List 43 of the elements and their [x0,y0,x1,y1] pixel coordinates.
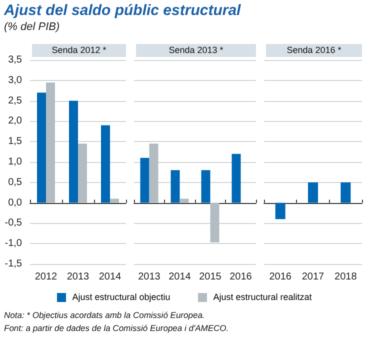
chart-title: Ajust del saldo públic estructural [4,2,241,19]
x-tick-label: 2013 [138,272,161,282]
y-tick-label: 3,5 [8,54,22,66]
bar [69,100,78,203]
y-tick-label: 0,5 [8,176,22,188]
x-tick-label: 2014 [168,272,192,282]
bar [232,154,241,203]
y-tick-label: 0,0 [8,197,22,208]
legend-label: Ajust estructural objectiu [72,292,170,302]
y-tick-label: -0,5 [4,218,22,229]
x-tick-label: 2014 [98,272,122,282]
bar [78,144,87,203]
x-tick-label: 2015 [199,272,222,282]
x-tick-label: 2013 [66,272,90,282]
text: Font: a partir de dades de la Comissió Europea i d'AMECO. [4,323,229,333]
text: Nota: * Objectius acordats amb la Comissió Europea. [4,310,205,320]
x-tick-label: 2016 [269,272,292,282]
y-tick-label: -1,5 [4,258,22,270]
bar [149,144,158,203]
y-tick-label: 1,5 [8,136,22,148]
bar [170,170,180,203]
text: Senda 2013 * [136,44,256,57]
y-tick-label: 3,0 [8,74,22,86]
y-tick-label: 2,5 [8,95,22,106]
x-tick-label: 2012 [34,272,58,282]
x-tick-label: 2018 [334,272,358,282]
bar [110,198,119,203]
x-tick-label: 2016 [230,272,252,282]
y-tick-label: 2,0 [8,116,22,127]
bar [180,198,189,203]
bar [101,125,110,203]
y-tick-label: -1,0 [4,238,22,250]
text: Senda 2012 * [32,44,126,57]
bar [201,170,210,203]
bar [210,202,220,242]
y-tick-label: 1,0 [8,156,22,168]
chart-subtitle: (% del PIB) [4,21,60,33]
bar [140,158,150,203]
text: Senda 2016 * [266,44,362,57]
x-tick-label: 2017 [302,272,325,282]
legend-label: Ajust estructural realitzat [213,292,312,302]
bar [37,92,46,203]
bar [46,82,55,203]
